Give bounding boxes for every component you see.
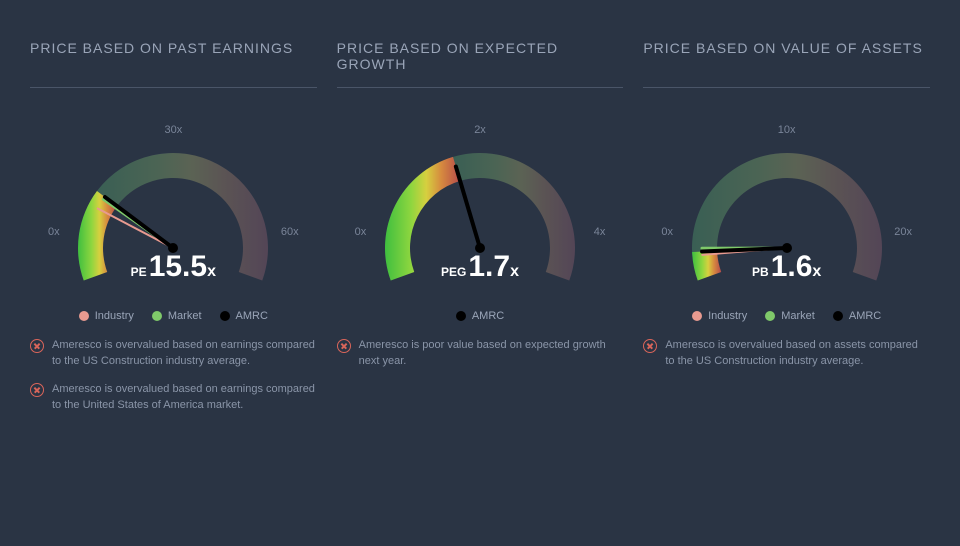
fail-icon: [30, 383, 44, 397]
valuation-panel: PRICE BASED ON PAST EARNINGS 0x 30x 60x PE15…: [30, 40, 317, 414]
scale-mid: 30x: [164, 124, 182, 136]
scale-start: 0x: [661, 226, 673, 238]
metric-suffix: x: [510, 263, 519, 280]
valuation-panel: PRICE BASED ON VALUE OF ASSETS 0x 10x 20x PB…: [643, 40, 930, 414]
scale-mid: 10x: [778, 124, 796, 136]
panels-container: PRICE BASED ON PAST EARNINGS 0x 30x 60x PE15…: [0, 0, 960, 434]
note-text: Ameresco is overvalued based on assets c…: [665, 338, 930, 370]
notes-list: Ameresco is overvalued based on assets c…: [643, 338, 930, 370]
gauge-area: 0x 10x 20x PB1.6x: [643, 118, 930, 318]
note-text: Ameresco is overvalued based on earnings…: [52, 382, 317, 414]
gauge-value: PE15.5x: [131, 250, 216, 284]
scale-mid: 2x: [474, 124, 486, 136]
scale-end: 20x: [894, 226, 912, 238]
metric-label: PB: [752, 265, 769, 279]
panel-title: PRICE BASED ON VALUE OF ASSETS: [643, 40, 930, 88]
metric-label: PEG: [441, 265, 466, 279]
panel-title: PRICE BASED ON EXPECTED GROWTH: [337, 40, 624, 88]
metric-label: PE: [131, 265, 147, 279]
scale-end: 4x: [594, 226, 606, 238]
metric-suffix: x: [207, 263, 216, 280]
fail-icon: [643, 339, 657, 353]
metric-suffix: x: [812, 263, 821, 280]
scale-start: 0x: [355, 226, 367, 238]
metric-number: 1.7: [468, 250, 510, 283]
notes-list: Ameresco is overvalued based on earnings…: [30, 338, 317, 414]
needle-industry: [98, 209, 173, 248]
gauge-area: 0x 2x 4x PEG1.7x: [337, 118, 624, 318]
panel-title: PRICE BASED ON PAST EARNINGS: [30, 40, 317, 88]
note-item: Ameresco is overvalued based on earnings…: [30, 338, 317, 370]
gauge-value: PEG1.7x: [441, 250, 519, 284]
note-item: Ameresco is overvalued based on assets c…: [643, 338, 930, 370]
fail-icon: [30, 339, 44, 353]
valuation-panel: PRICE BASED ON EXPECTED GROWTH 0x 2x 4x PEG1…: [337, 40, 624, 414]
metric-number: 1.6: [771, 250, 813, 283]
gauge-value: PB1.6x: [752, 250, 821, 284]
note-item: Ameresco is overvalued based on earnings…: [30, 382, 317, 414]
scale-end: 60x: [281, 226, 299, 238]
notes-list: Ameresco is poor value based on expected…: [337, 338, 624, 370]
needle-amrc: [105, 197, 173, 248]
note-text: Ameresco is poor value based on expected…: [359, 338, 624, 370]
note-text: Ameresco is overvalued based on earnings…: [52, 338, 317, 370]
note-item: Ameresco is poor value based on expected…: [337, 338, 624, 370]
gauge-area: 0x 30x 60x PE15.5x: [30, 118, 317, 318]
scale-start: 0x: [48, 226, 60, 238]
fail-icon: [337, 339, 351, 353]
metric-number: 15.5: [149, 250, 207, 283]
